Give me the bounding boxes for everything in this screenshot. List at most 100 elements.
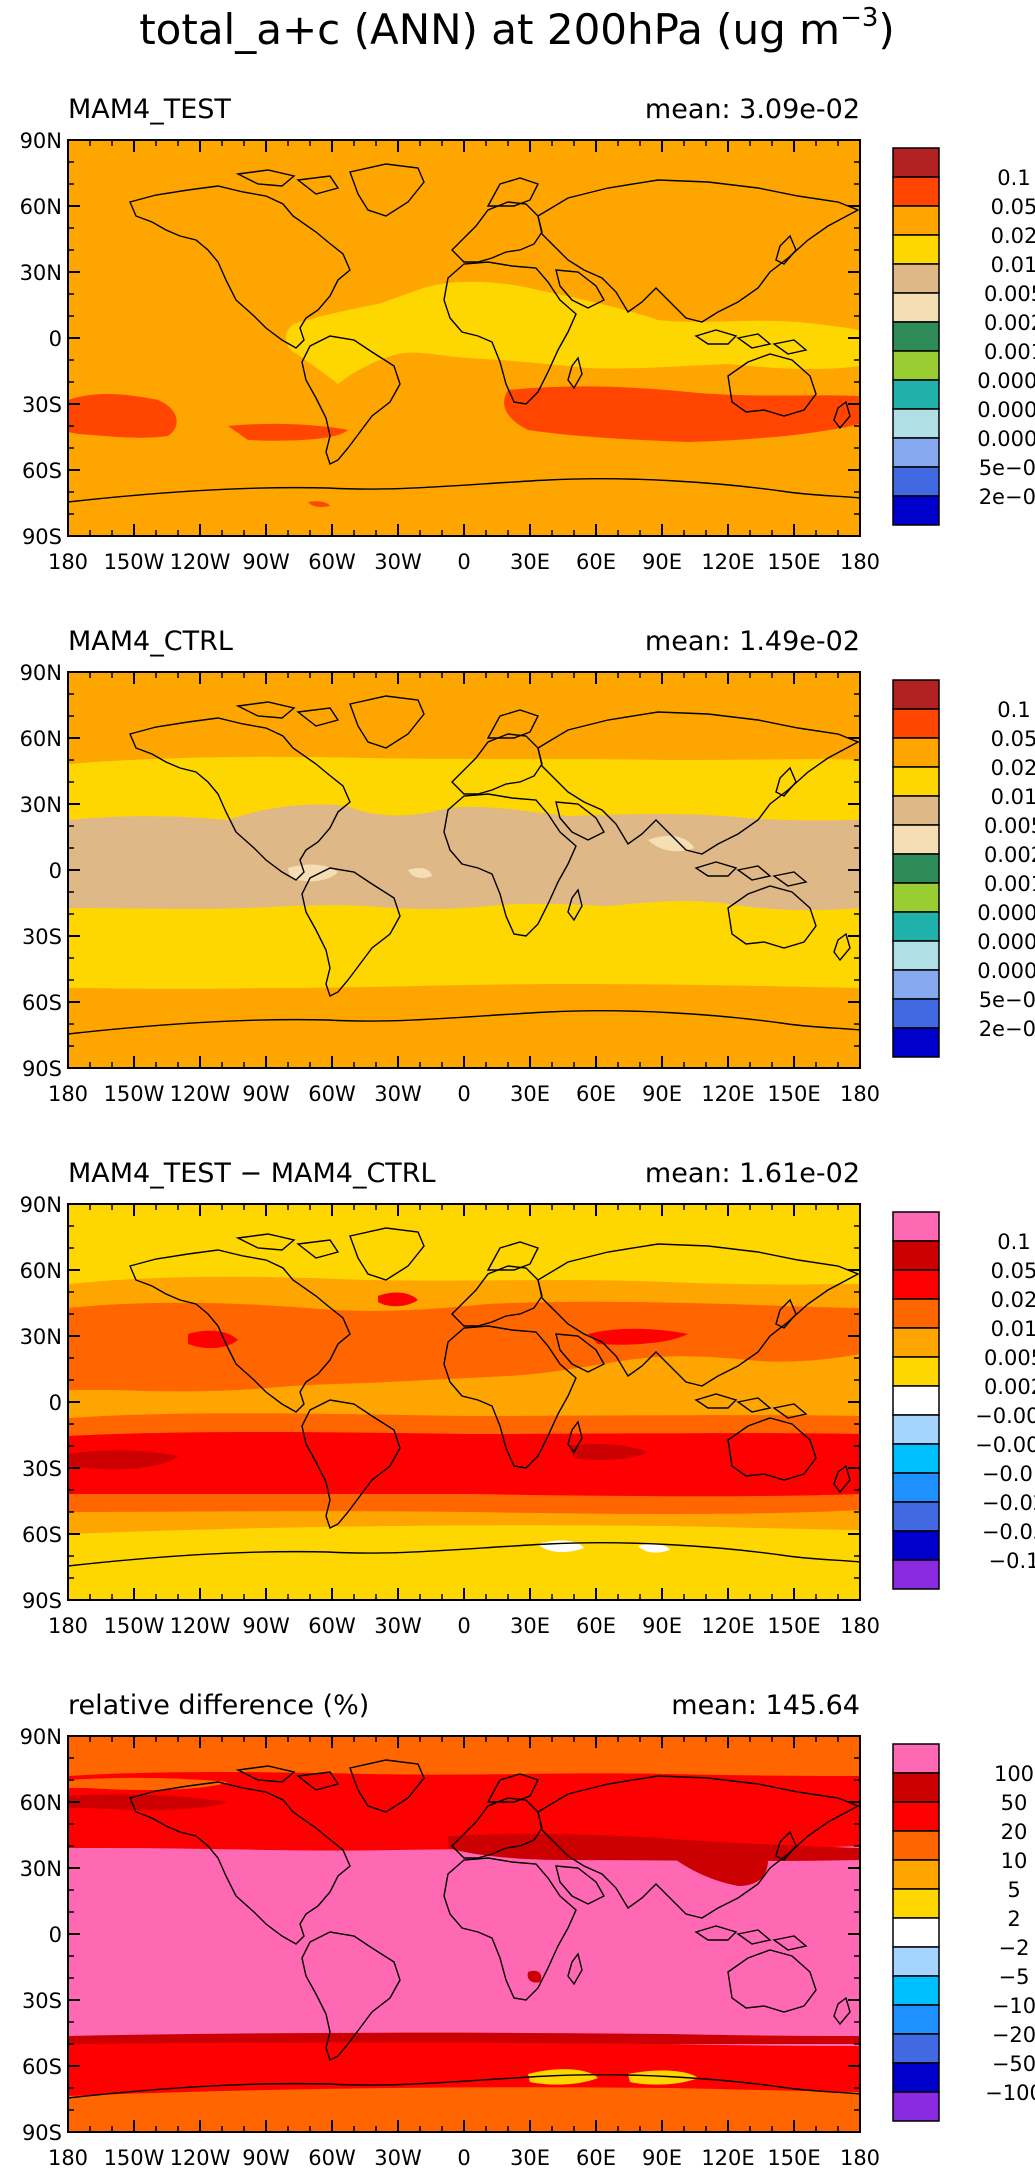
colorbar-swatch <box>892 1772 940 1803</box>
colorbar-swatch <box>892 795 940 826</box>
colorbar-swatch <box>892 1211 940 1242</box>
colorbar-label: 5 <box>1007 1878 1020 1902</box>
lon-label: 30E <box>510 2146 550 2170</box>
colorbar-swatch <box>892 263 940 294</box>
lat-label: 90S <box>22 525 62 549</box>
colorbar-swatch <box>892 911 940 942</box>
lon-label: 90W <box>242 1614 290 1638</box>
lon-label: 120E <box>701 1614 754 1638</box>
colorbar-label: 5e−05 <box>979 456 1035 480</box>
colorbar-swatch <box>892 969 940 1000</box>
lon-label: 150E <box>767 1614 820 1638</box>
lon-label: 180 <box>840 2146 880 2170</box>
lon-label: 150E <box>767 1082 820 1106</box>
lon-label: 60W <box>308 1614 356 1638</box>
lon-label: 120W <box>170 2146 231 2170</box>
lon-label: 60E <box>576 2146 616 2170</box>
lat-label: 0 <box>49 1923 62 1947</box>
lat-axis: 90N 60N 30N 0 30S 60S 90S <box>20 1725 860 2145</box>
colorbar-label: 5e−05 <box>979 988 1035 1012</box>
colorbar-label: 0.005 <box>984 1346 1035 1370</box>
colorbar-label: 2 <box>1007 1907 1020 1931</box>
colorbar-label: 0.002 <box>984 843 1035 867</box>
lon-label: 180 <box>48 1082 88 1106</box>
lon-label: 180 <box>48 550 88 574</box>
colorbar-swatch <box>892 408 940 439</box>
panel-test: MAM4_TEST mean: 3.09e-02 90N 60N 30N 0 30S 60… <box>20 94 1035 574</box>
colorbar-swatch <box>892 1530 940 1561</box>
colorbar-swatch <box>892 1356 940 1387</box>
lon-label: 30W <box>374 1614 422 1638</box>
lon-label: 30W <box>374 550 422 574</box>
colorbar-label: 0.02 <box>991 1288 1035 1312</box>
lon-label: 60W <box>308 2146 356 2170</box>
map-area <box>68 1204 860 1600</box>
colorbar-swatch <box>892 205 940 236</box>
lon-label: 120W <box>170 1082 231 1106</box>
lat-axis: 90N 60N 30N 0 30S 60S 90S <box>20 661 860 1081</box>
lon-label: 180 <box>48 2146 88 2170</box>
lat-label: 30S <box>22 1989 62 2013</box>
colorbar: 100 50 20 10 5 2 −2 −5 −10 −20 −50 −100 <box>892 1743 1035 2122</box>
lon-label: 180 <box>840 1614 880 1638</box>
lat-label: 90N <box>20 1193 62 1217</box>
colorbar-swatch <box>892 2004 940 2035</box>
lon-label: 150E <box>767 2146 820 2170</box>
colorbar: 0.1 0.05 0.02 0.01 0.005 0.002 −0.002 −0.005 −0.… <box>892 1211 1035 1590</box>
lat-label: 90N <box>20 129 62 153</box>
colorbar-label: 0.0002 <box>977 398 1035 422</box>
lon-label: 120E <box>701 1082 754 1106</box>
colorbar-label: 50 <box>1001 1791 1028 1815</box>
figure-title: total_a+c (ANN) at 200hPa (ug m−3) <box>139 3 895 54</box>
colorbar-swatch <box>892 1801 940 1832</box>
lat-label: 30N <box>20 793 62 817</box>
lon-label: 120W <box>170 1614 231 1638</box>
colorbar-label: −0.02 <box>982 1491 1035 1515</box>
colorbar-label: 2e−05 <box>979 485 1035 509</box>
panel-mean: mean: 1.49e-02 <box>645 626 860 657</box>
colorbar-swatch <box>892 737 940 768</box>
lon-label: 150W <box>104 1082 165 1106</box>
lon-label: 90E <box>642 2146 682 2170</box>
lon-label: 0 <box>457 1082 470 1106</box>
colorbar-label: −0.05 <box>982 1520 1035 1544</box>
lon-label: 0 <box>457 550 470 574</box>
colorbar-swatch <box>892 350 940 381</box>
panel-mean: mean: 145.64 <box>671 1690 860 1721</box>
colorbar-swatch <box>892 708 940 739</box>
colorbar-swatch <box>892 1975 940 2006</box>
panel-rel: relative difference (%) mean: 145.64 90N… <box>20 1690 1035 2170</box>
colorbar-label: 0.0002 <box>977 930 1035 954</box>
lon-label: 60W <box>308 550 356 574</box>
colorbar-swatch <box>892 379 940 410</box>
colorbar-label: −10 <box>992 1994 1035 2018</box>
colorbar-label: 0.05 <box>991 727 1035 751</box>
colorbar-label: −5 <box>999 1965 1030 1989</box>
colorbar-swatch <box>892 1830 940 1861</box>
colorbar-swatch <box>892 2091 940 2122</box>
colorbar-swatch <box>892 1385 940 1416</box>
lat-label: 90N <box>20 661 62 685</box>
lon-label: 150W <box>104 2146 165 2170</box>
lon-label: 30W <box>374 2146 422 2170</box>
lon-axis: 180 150W 120W 90W 60W 30W 0 30E 60E 90E 120E 150E 18… <box>48 672 880 1106</box>
lon-label: 150E <box>767 550 820 574</box>
lat-label: 30N <box>20 1857 62 1881</box>
colorbar-swatch <box>892 437 940 468</box>
map-area <box>68 140 860 536</box>
colorbar-swatch <box>892 1859 940 1890</box>
lat-label: 30S <box>22 925 62 949</box>
colorbar-swatch <box>892 1888 940 1919</box>
colorbar-swatch <box>892 1501 940 1532</box>
lat-label: 90S <box>22 2121 62 2145</box>
colorbar-label: 0.005 <box>984 282 1035 306</box>
panel-label: MAM4_TEST <box>68 94 231 125</box>
lon-label: 30W <box>374 1082 422 1106</box>
colorbar-label: −20 <box>992 2023 1035 2047</box>
panel-label: MAM4_CTRL <box>68 626 233 657</box>
lon-label: 30E <box>510 550 550 574</box>
lon-axis: 180 150W 120W 90W 60W 30W 0 30E 60E 90E 120E 150E 18… <box>48 140 880 574</box>
colorbar-swatch <box>892 292 940 323</box>
